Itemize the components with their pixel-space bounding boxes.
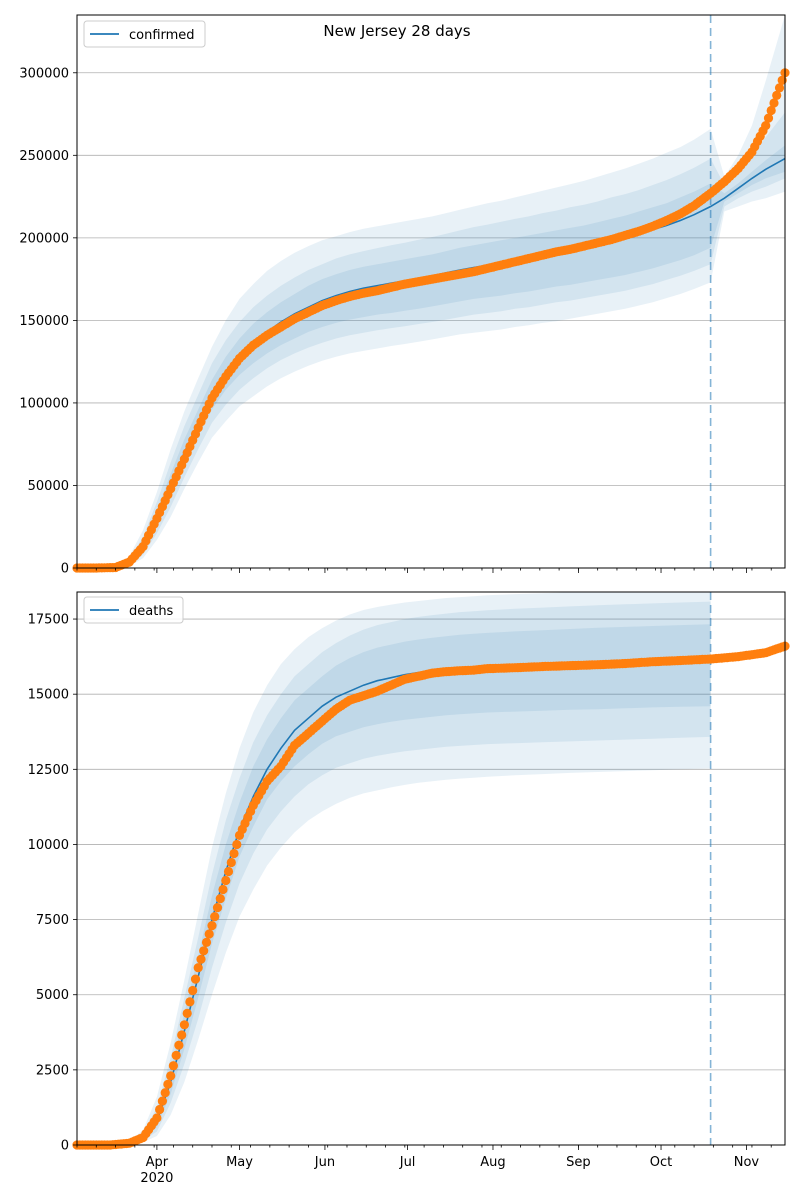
deaths-observed-point [174,1040,184,1050]
confirmed-x-axis [76,568,772,573]
deaths-observed-point [196,954,206,964]
deaths-observed-point [177,1030,187,1040]
confirmed-y-axis: 0 50000 100000 150000 200000 250000 300000 [19,66,77,577]
deaths-y-tick-label: 0 [61,1139,69,1154]
deaths-observed-point [155,1104,165,1115]
deaths-observed-point [215,894,225,904]
deaths-observed-point [218,884,228,895]
deaths-band-80 [77,601,711,1145]
x-tick-label: Sep [566,1155,591,1170]
deaths-observed-point [207,921,217,931]
deaths-observed-point [212,903,223,913]
x-tick-label: Aug [480,1155,505,1170]
deaths-observed-point [190,974,201,984]
confirmed-observed-point [772,90,782,100]
confirmed-y-tick-label: 300000 [19,66,69,81]
deaths-observed-point [199,946,209,956]
deaths-y-tick-label: 15000 [28,688,69,703]
x-tick-label: Jun [314,1155,335,1170]
deaths-gridlines [77,618,785,1146]
deaths-observed-point [179,1020,189,1030]
deaths-y-tick-label: 2500 [36,1063,69,1078]
confirmed-band-95 [77,15,785,568]
deaths-observed-point [201,937,212,948]
deaths-observed-point [185,997,195,1007]
deaths-observed-point [221,875,231,886]
deaths-observed-point [226,857,236,868]
confirmed-legend-box [83,20,206,48]
confirmed-observed-point [761,121,771,131]
confirmed-y-tick-label: 250000 [19,149,69,164]
deaths-legend[interactable]: deaths [83,596,184,624]
deaths-observed-points [72,641,790,1150]
confirmed-observed-point [774,83,785,93]
deaths-y-tick-label: 17500 [28,613,69,628]
confirmed-y-tick-label: 0 [61,562,69,577]
deaths-legend-label: deaths [129,604,174,619]
x-tick-label: Oct [650,1155,672,1170]
confirmed-y-tick-label: 200000 [19,231,69,246]
x-tick-label: Nov [734,1155,760,1170]
deaths-plot-frame [76,591,786,1146]
deaths-observed-point [160,1088,170,1098]
confirmed-observed-point [769,98,779,108]
x-tick-label: May [226,1155,253,1170]
deaths-legend-box [83,596,184,624]
deaths-y-tick-label: 7500 [36,913,69,928]
confirmed-y-tick-label: 100000 [19,396,69,411]
confirmed-panel: 0 50000 100000 150000 200000 250000 300000 New… [19,14,790,577]
deaths-observed-point [182,1008,192,1019]
deaths-observed-point [157,1096,167,1106]
deaths-observed-point [188,985,198,996]
chart-title: New Jersey 28 days [323,22,470,40]
deaths-observed-point [193,963,203,973]
deaths-observed-point [223,866,234,877]
deaths-observed-point [232,839,242,850]
deaths-y-tick-label: 12500 [28,763,69,778]
deaths-observed-point [168,1061,178,1071]
deaths-y-axis: 0 2500 5000 7500 10000 12500 15000 17500 [28,613,77,1154]
confirmed-y-tick-label: 150000 [19,314,69,329]
deaths-confidence-bands [77,592,711,1145]
deaths-observed-point [229,848,239,859]
deaths-y-tick-label: 5000 [36,988,69,1003]
deaths-observed-point [171,1050,181,1060]
x-tick-label: Jul [399,1155,416,1170]
confirmed-gridlines [77,72,785,569]
deaths-observed-point [204,929,214,939]
confirmed-legend[interactable]: confirmed [83,20,206,48]
confirmed-y-tick-label: 50000 [28,479,69,494]
deaths-panel: 0 2500 5000 7500 10000 12500 15000 17500 Apr202… [28,591,790,1186]
confirmed-band-80 [77,112,785,569]
confirmed-band-50 [77,145,785,568]
deaths-y-tick-label: 10000 [28,838,69,853]
x-tick-year-label: 2020 [140,1171,173,1186]
deaths-band-95 [77,592,711,1145]
confirmed-legend-label: confirmed [129,28,195,43]
confirmed-plot-frame [76,14,786,569]
deaths-observed-point [163,1079,173,1089]
deaths-band-50 [77,624,711,1145]
confirmed-observed-point [766,105,776,116]
deaths-observed-point [152,1113,162,1123]
deaths-observed-point [166,1071,176,1081]
deaths-observed-point [210,912,220,922]
confirmed-observed-point [763,113,774,123]
confirmed-confidence-bands [77,15,785,569]
x-tick-label: Apr [146,1155,169,1170]
